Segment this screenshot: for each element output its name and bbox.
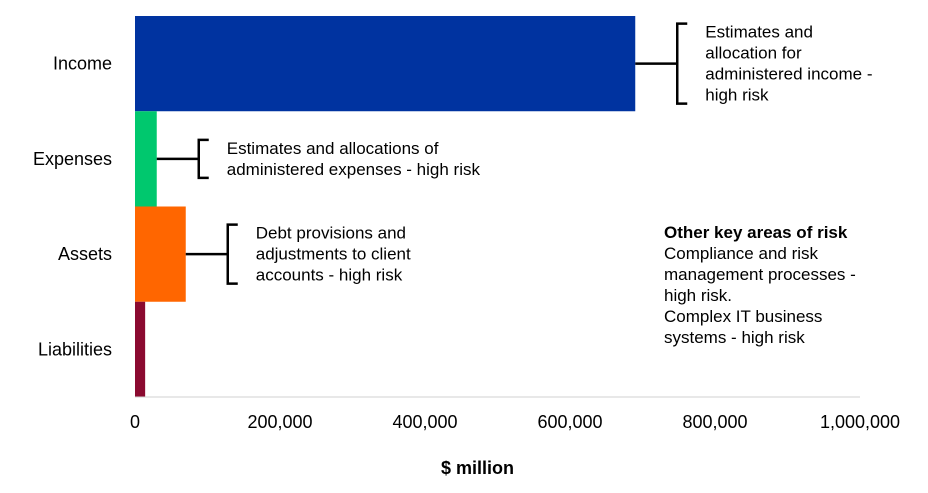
annotation-bracket xyxy=(197,138,209,180)
other-risks-line: systems - high risk xyxy=(664,328,805,347)
other-risks-line: Compliance and risk xyxy=(664,244,819,263)
x-tick-label: 400,000 xyxy=(392,412,457,432)
annotation-text-line: administered expenses - high risk xyxy=(227,160,481,179)
annotation-text-line: Estimates and allocations of xyxy=(227,139,439,158)
annotation-income: Estimates and allocation for administered … xyxy=(635,22,873,105)
x-tick-label: 1,000,000 xyxy=(820,412,900,432)
other-risks-title: Other key areas of risk xyxy=(664,223,848,242)
annotation-text-line: administered income - xyxy=(705,65,872,84)
category-label-expenses: Expenses xyxy=(33,149,112,169)
other-risks-box: Other key areas of risk Compliance and ri… xyxy=(664,223,856,347)
category-label-assets: Assets xyxy=(58,244,112,264)
x-tick-labels: 0 200,000 400,000 600,000 800,000 1,000,000 xyxy=(130,412,900,432)
annotation-text-line: Estimates and xyxy=(705,23,813,42)
annotation-assets: Debt provisions and adjustments to client… xyxy=(185,223,411,285)
annotations: Estimates and allocation for administered … xyxy=(156,22,873,285)
annotation-expenses: Estimates and allocations of administered… xyxy=(156,138,481,180)
annotation-text-line: accounts - high risk xyxy=(256,266,403,285)
annotation-text-line: allocation for xyxy=(705,44,802,63)
x-tick-label: 0 xyxy=(130,412,140,432)
category-label-liabilities: Liabilities xyxy=(38,339,112,359)
x-axis-label: $ million xyxy=(441,458,514,478)
other-risks-line: high risk. xyxy=(664,286,732,305)
bar-liabilities xyxy=(135,301,146,397)
other-risks-line: management processes - xyxy=(664,265,856,284)
x-tick-label: 200,000 xyxy=(247,412,312,432)
annotation-bracket xyxy=(676,22,688,105)
annotation-text-line: adjustments to client xyxy=(256,245,411,264)
category-label-income: Income xyxy=(53,54,112,74)
other-risks-line: Complex IT business xyxy=(664,307,822,326)
x-tick-label: 600,000 xyxy=(537,412,602,432)
annotation-text-line: high risk xyxy=(705,86,769,105)
bar-expenses xyxy=(135,111,157,207)
bar-income xyxy=(135,16,636,112)
bars-group xyxy=(135,16,636,397)
x-tick-label: 800,000 xyxy=(682,412,747,432)
annotation-text-line: Debt provisions and xyxy=(256,224,406,243)
bar-assets xyxy=(135,206,186,302)
category-labels: Income Expenses Assets Liabilities xyxy=(33,54,112,360)
annotation-bracket xyxy=(226,223,238,285)
